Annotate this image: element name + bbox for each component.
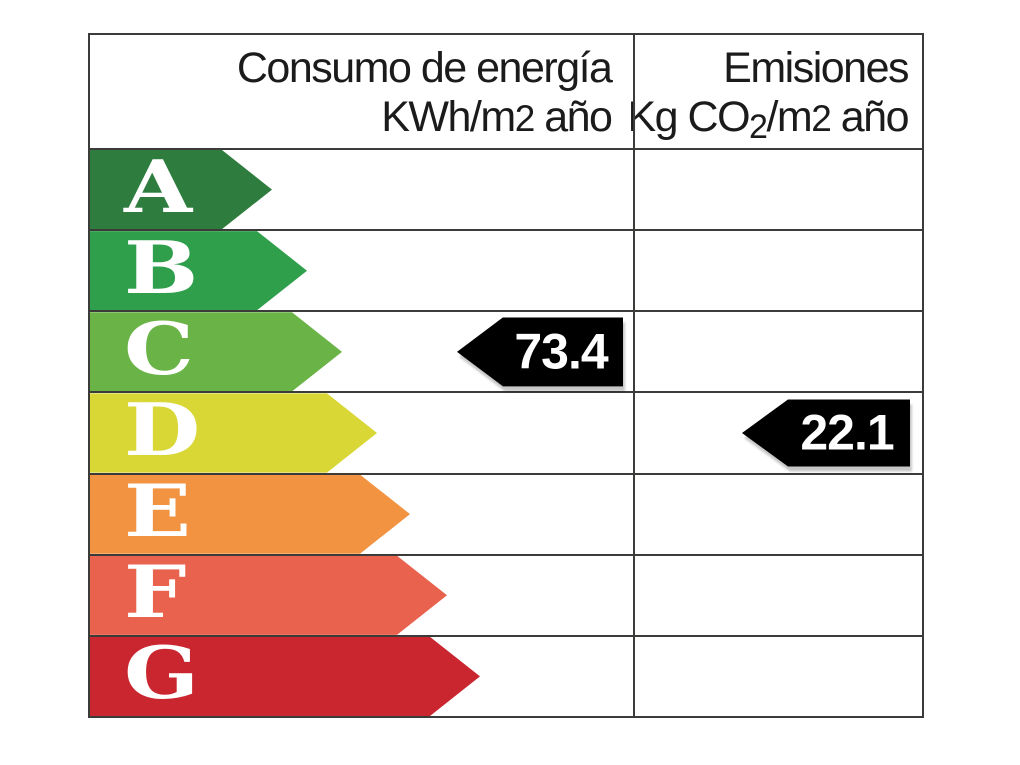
rating-arrow-e: E: [90, 475, 410, 554]
rating-row-e: E: [90, 472, 922, 554]
rating-arrow-b: B: [90, 231, 307, 310]
consumption-column-header: Consumo de energía KWh/m2 año: [90, 35, 627, 148]
rating-arrow-a: A: [90, 150, 272, 229]
rating-arrow-f: F: [90, 556, 447, 635]
rating-letter-a: A: [124, 143, 193, 229]
rating-arrow-c: C: [90, 312, 342, 391]
rating-row-b: B: [90, 229, 922, 310]
consumption-unit-prefix: KWh/m: [381, 93, 516, 141]
table-header: Consumo de energía KWh/m2 año Emisiones …: [90, 35, 922, 150]
rating-letter-f: F: [124, 549, 187, 635]
rating-row-f: F: [90, 553, 922, 635]
column-divider: [633, 35, 635, 716]
rating-arrow-d: D: [90, 393, 377, 472]
rating-letter-d: D: [124, 386, 201, 472]
rating-row-g: G: [90, 634, 922, 716]
emissions-unit-prefix: Kg CO: [627, 93, 750, 141]
rating-arrow-g: G: [90, 637, 480, 716]
energy-rating-table: Consumo de energía KWh/m2 año Emisiones …: [88, 33, 924, 718]
emissions-unit: Kg CO2/m2 año: [627, 93, 910, 146]
consumption-unit-exponent: 2: [514, 98, 536, 139]
consumption-title: Consumo de energía: [236, 44, 613, 92]
rating-row-c: C 73.4: [90, 310, 922, 391]
value-marker-emissions: 22.1: [742, 399, 910, 467]
emissions-unit-exponent: 2: [811, 98, 832, 139]
value-marker-consumption: 73.4: [457, 317, 623, 387]
emissions-unit-mid: /m: [766, 93, 812, 141]
rating-row-a: A: [90, 150, 922, 229]
value-marker-text-emissions: 22.1: [742, 399, 910, 467]
rating-letter-c: C: [124, 305, 194, 391]
rating-row-d: D 22.1: [90, 391, 922, 472]
consumption-unit: KWh/m2 año: [90, 93, 613, 143]
rating-letter-g: G: [124, 630, 200, 716]
emissions-unit-suffix: año: [830, 93, 910, 141]
emissions-column-header: Emisiones Kg CO2/m2 año: [627, 35, 922, 148]
emissions-unit-subscript: 2: [749, 108, 768, 146]
consumption-unit-suffix: año: [533, 93, 613, 141]
value-marker-text-consumption: 73.4: [457, 317, 623, 387]
rating-rows: A B C 73.4 D 22.1 E F G: [90, 150, 922, 716]
rating-letter-e: E: [124, 468, 191, 554]
rating-letter-b: B: [124, 224, 199, 310]
emissions-title: Emisiones: [723, 44, 909, 92]
